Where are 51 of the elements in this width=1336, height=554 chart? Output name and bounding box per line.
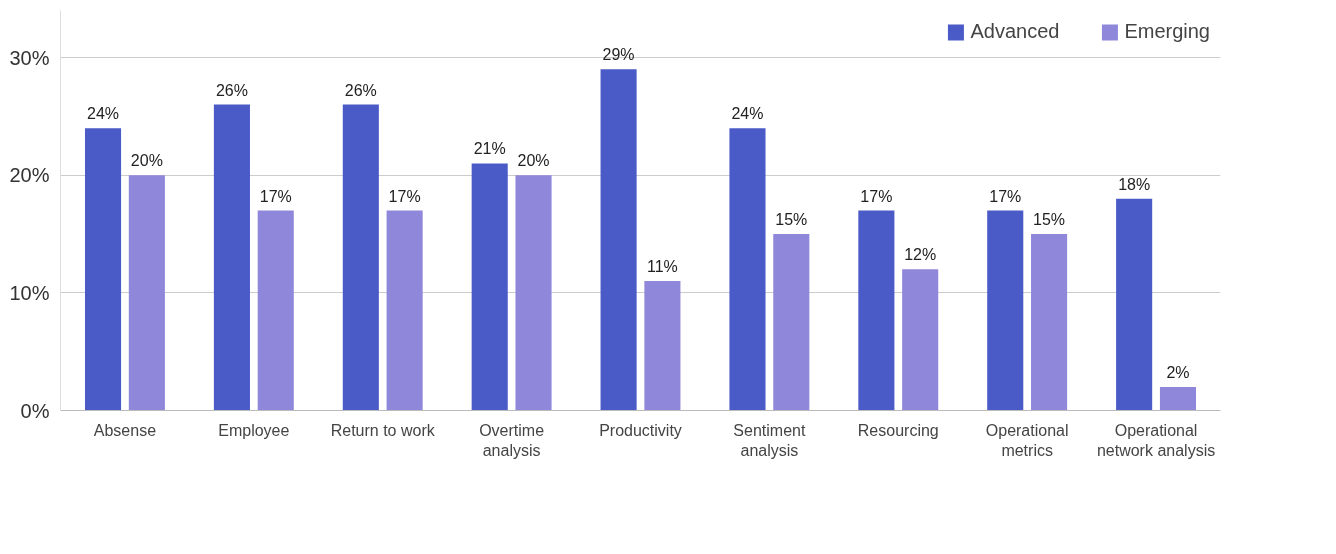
data-label: 2% xyxy=(1166,363,1190,381)
data-label: 12% xyxy=(904,246,937,264)
data-label: 11% xyxy=(646,258,678,276)
y-tick-label: 30% xyxy=(9,46,50,69)
data-label: 20% xyxy=(517,152,550,170)
x-tick-label: Overtime analysis xyxy=(479,421,545,459)
x-tick-label: Operational network analysis xyxy=(1096,421,1216,459)
data-label: 18% xyxy=(1118,175,1151,193)
data-label: 26% xyxy=(344,81,377,99)
legend-label: Advanced xyxy=(970,20,1060,43)
data-label: 17% xyxy=(989,187,1022,205)
bar xyxy=(1159,386,1197,411)
data-label: 21% xyxy=(473,140,506,158)
data-label: 17% xyxy=(860,187,893,205)
x-tick-label: Return to work xyxy=(330,421,436,439)
y-tick-label: 0% xyxy=(20,399,50,422)
bar xyxy=(84,128,122,411)
data-label: 29% xyxy=(602,46,635,64)
y-tick-label: 20% xyxy=(9,164,50,187)
bar xyxy=(1031,234,1068,411)
bar xyxy=(773,234,810,411)
bar xyxy=(729,128,766,411)
legend-label: Emerging xyxy=(1124,20,1210,43)
x-tick-label: Employee xyxy=(218,421,290,439)
data-label: 17% xyxy=(388,187,421,205)
bar xyxy=(257,210,294,411)
data-label: 17% xyxy=(259,187,292,205)
bar xyxy=(600,69,637,411)
data-label: 24% xyxy=(87,105,120,123)
y-tick-label: 10% xyxy=(9,281,50,304)
x-tick-label: Operational metrics xyxy=(985,421,1069,459)
bar xyxy=(128,175,165,411)
bar xyxy=(1116,198,1153,411)
x-tick-label: Productivity xyxy=(599,421,682,439)
bar xyxy=(644,281,681,411)
bar xyxy=(515,175,552,411)
data-label: 20% xyxy=(130,152,163,170)
bar xyxy=(342,104,379,411)
data-label: 15% xyxy=(775,211,808,229)
x-tick-label: Sentiment analysis xyxy=(733,421,806,459)
x-tick-label: Resourcing xyxy=(857,421,939,439)
bar xyxy=(213,104,250,411)
bar xyxy=(386,210,423,411)
data-label: 24% xyxy=(731,105,764,123)
bar xyxy=(902,269,939,411)
bar xyxy=(858,210,895,411)
data-label: 26% xyxy=(215,81,248,99)
bar xyxy=(987,210,1024,411)
data-label: 15% xyxy=(1033,211,1066,229)
bar xyxy=(471,163,508,411)
x-tick-label: Absense xyxy=(93,421,157,439)
